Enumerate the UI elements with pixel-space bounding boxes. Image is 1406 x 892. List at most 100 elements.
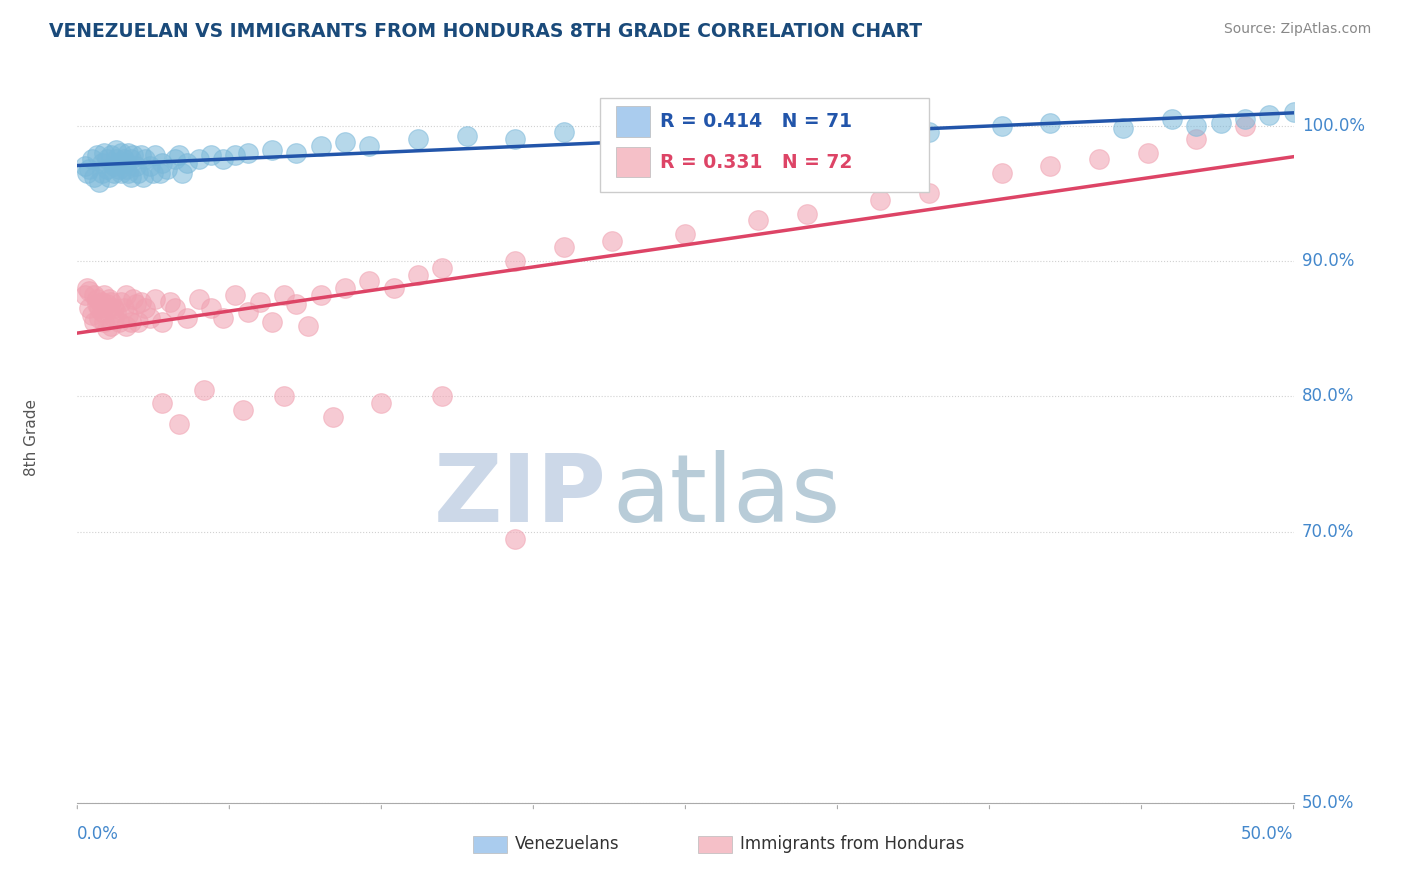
Point bbox=[675, 227, 697, 241]
Point bbox=[553, 240, 575, 254]
Point bbox=[359, 274, 381, 288]
Point bbox=[249, 294, 271, 309]
Point bbox=[430, 260, 453, 275]
Point bbox=[273, 288, 295, 302]
Text: Immigrants from Honduras: Immigrants from Honduras bbox=[740, 836, 965, 854]
Point bbox=[156, 161, 179, 176]
Point bbox=[93, 315, 115, 329]
Point bbox=[1112, 121, 1135, 136]
Point bbox=[1161, 112, 1184, 126]
Point bbox=[110, 294, 132, 309]
Point bbox=[73, 288, 96, 302]
Point bbox=[112, 301, 135, 316]
Point bbox=[112, 153, 135, 167]
Point bbox=[869, 193, 891, 207]
Point bbox=[134, 153, 156, 167]
Point bbox=[176, 310, 198, 325]
Point bbox=[406, 268, 429, 282]
Point bbox=[1233, 119, 1256, 133]
Point bbox=[100, 294, 122, 309]
Point bbox=[83, 288, 105, 302]
Point bbox=[273, 389, 295, 403]
Point bbox=[100, 318, 122, 333]
Point bbox=[163, 153, 186, 167]
Point bbox=[80, 308, 103, 322]
Point bbox=[990, 166, 1012, 180]
Point bbox=[747, 213, 769, 227]
Point bbox=[89, 176, 111, 190]
Point bbox=[76, 166, 98, 180]
Point bbox=[309, 288, 332, 302]
Point bbox=[79, 161, 101, 176]
Text: ZIP: ZIP bbox=[433, 450, 606, 541]
Point bbox=[115, 318, 138, 333]
Point bbox=[73, 159, 96, 173]
Point bbox=[333, 281, 356, 295]
Point bbox=[103, 166, 125, 180]
Text: Venezuelans: Venezuelans bbox=[515, 836, 620, 854]
Point bbox=[1185, 119, 1208, 133]
Point bbox=[163, 301, 186, 316]
Point bbox=[107, 315, 129, 329]
Point bbox=[115, 288, 138, 302]
Point bbox=[918, 186, 941, 201]
Point bbox=[107, 156, 129, 170]
Point bbox=[90, 156, 112, 170]
Point bbox=[83, 169, 105, 184]
Point bbox=[370, 396, 392, 410]
Point bbox=[139, 159, 162, 173]
Text: 100.0%: 100.0% bbox=[1302, 117, 1365, 135]
Point bbox=[169, 148, 191, 162]
Point bbox=[105, 143, 128, 157]
Text: Source: ZipAtlas.com: Source: ZipAtlas.com bbox=[1223, 22, 1371, 37]
Point bbox=[132, 169, 155, 184]
Point bbox=[1136, 145, 1159, 160]
Point bbox=[117, 308, 139, 322]
Point bbox=[127, 315, 149, 329]
Bar bbox=[616, 106, 650, 137]
Point bbox=[125, 297, 148, 311]
Text: 0.0%: 0.0% bbox=[77, 825, 120, 843]
Point bbox=[86, 297, 108, 311]
Text: 8th Grade: 8th Grade bbox=[24, 399, 38, 475]
Point bbox=[200, 148, 222, 162]
Point bbox=[1039, 159, 1062, 173]
Point bbox=[1088, 153, 1111, 167]
Point bbox=[143, 292, 166, 306]
Point bbox=[260, 315, 283, 329]
Point bbox=[359, 139, 381, 153]
Point bbox=[96, 161, 118, 176]
Point bbox=[76, 281, 98, 295]
Point bbox=[285, 297, 308, 311]
Point bbox=[103, 310, 125, 325]
Point bbox=[333, 135, 356, 149]
Point bbox=[260, 143, 283, 157]
Point bbox=[152, 396, 174, 410]
Point bbox=[188, 153, 211, 167]
Point bbox=[796, 121, 818, 136]
Point bbox=[456, 129, 478, 144]
Point bbox=[553, 125, 575, 139]
Point bbox=[90, 294, 112, 309]
Bar bbox=[616, 146, 650, 178]
Point bbox=[93, 288, 115, 302]
Point bbox=[1258, 108, 1281, 122]
Point bbox=[224, 288, 246, 302]
Point bbox=[83, 315, 105, 329]
Point bbox=[96, 322, 118, 336]
Point bbox=[97, 301, 120, 316]
Bar bbox=[472, 837, 506, 853]
Point bbox=[103, 301, 125, 316]
Point bbox=[200, 301, 222, 316]
Point bbox=[503, 532, 526, 546]
Point bbox=[129, 294, 152, 309]
Point bbox=[122, 148, 145, 162]
Point bbox=[127, 166, 149, 180]
Point bbox=[105, 153, 128, 167]
Text: 90.0%: 90.0% bbox=[1302, 252, 1354, 270]
Point bbox=[96, 297, 118, 311]
Point bbox=[503, 132, 526, 146]
Point bbox=[297, 318, 319, 333]
Point bbox=[125, 159, 148, 173]
Point bbox=[110, 145, 132, 160]
